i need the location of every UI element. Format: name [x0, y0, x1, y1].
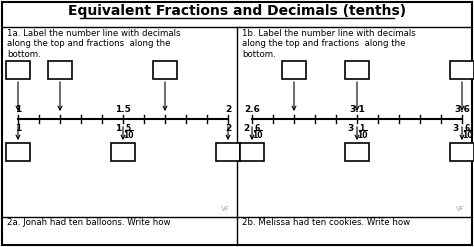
Text: 1.5: 1.5	[115, 105, 131, 114]
Text: 5: 5	[126, 124, 130, 133]
Text: 10: 10	[252, 131, 262, 140]
Text: VF: VF	[456, 206, 465, 212]
Text: 2b. Melissa had ten cookies. Write how: 2b. Melissa had ten cookies. Write how	[242, 218, 410, 227]
Text: 1: 1	[115, 124, 121, 133]
Bar	[153, 61, 177, 79]
Bar	[450, 61, 474, 79]
Bar	[450, 143, 474, 161]
Text: 2: 2	[243, 124, 249, 133]
Text: 6: 6	[465, 124, 470, 133]
Bar	[48, 61, 72, 79]
Bar	[216, 143, 240, 161]
Text: 3.6: 3.6	[454, 105, 470, 114]
Text: 2: 2	[225, 124, 231, 133]
Text: 6: 6	[255, 124, 260, 133]
Text: 1: 1	[15, 105, 21, 114]
Bar	[6, 143, 30, 161]
Text: 2: 2	[225, 105, 231, 114]
Text: 2.6: 2.6	[244, 105, 260, 114]
Text: 1: 1	[359, 124, 365, 133]
Text: VF: VF	[221, 206, 230, 212]
Bar	[345, 143, 369, 161]
Bar	[111, 143, 135, 161]
Bar	[282, 61, 306, 79]
Bar	[345, 61, 369, 79]
Text: 1a. Label the number line with decimals
along the top and fractions  along the
b: 1a. Label the number line with decimals …	[7, 29, 181, 59]
Text: Equivalent Fractions and Decimals (tenths): Equivalent Fractions and Decimals (tenth…	[68, 4, 406, 18]
Text: 10: 10	[123, 131, 133, 140]
Text: 3: 3	[453, 124, 459, 133]
Text: 3.1: 3.1	[349, 105, 365, 114]
Text: 1: 1	[15, 124, 21, 133]
Text: 1b. Label the number line with decimals
along the top and fractions  along the
b: 1b. Label the number line with decimals …	[242, 29, 416, 59]
Text: 10: 10	[462, 131, 472, 140]
Text: 10: 10	[357, 131, 367, 140]
Bar	[240, 143, 264, 161]
Text: 3: 3	[348, 124, 354, 133]
Text: 2a. Jonah had ten balloons. Write how: 2a. Jonah had ten balloons. Write how	[7, 218, 171, 227]
Bar	[6, 61, 30, 79]
